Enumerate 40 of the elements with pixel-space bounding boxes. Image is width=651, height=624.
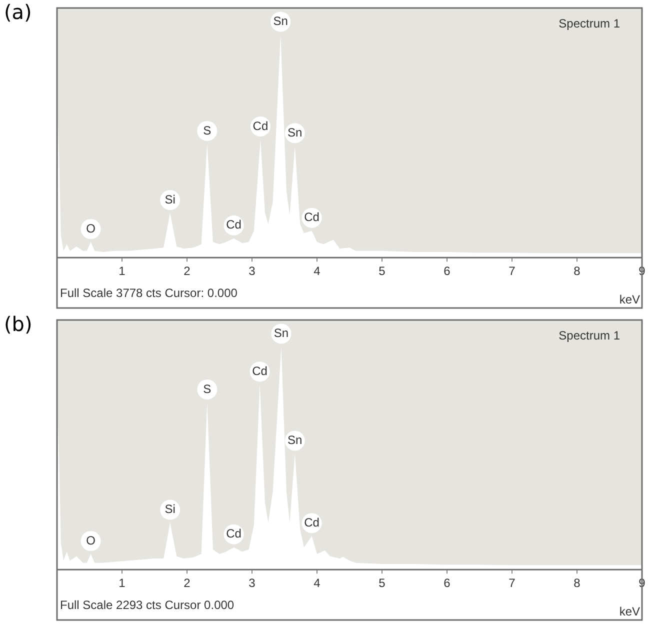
annotation: S [203, 123, 212, 138]
x-tick-label: 3 [248, 576, 256, 590]
x-tick-label: 5 [378, 576, 386, 590]
annotation: Sn [273, 14, 288, 28]
annotation: Cd [252, 118, 268, 133]
x-tick-label: 4 [314, 576, 321, 590]
x-tick-label: 7 [508, 264, 516, 278]
annotation: O [86, 533, 96, 548]
x-tick-label: 3 [248, 264, 256, 278]
annotation: O [86, 221, 96, 236]
annotation: Si [164, 502, 176, 516]
annotation: Cd [252, 364, 268, 378]
x-tick-label: 8 [574, 576, 581, 590]
x-tick-label: 1 [118, 576, 126, 590]
x-axis-title: keV [619, 604, 640, 618]
x-tick-label: 8 [574, 264, 581, 278]
x-tick-label: 5 [378, 264, 386, 278]
chart-title: (b) [4, 312, 32, 336]
annotation: Sn [288, 125, 302, 140]
text: Full Scale 2293 cts Cursor 0.000 [60, 598, 234, 612]
text: Spectrum 1 [558, 328, 620, 342]
x-tick-label: 2 [184, 576, 191, 590]
annotation: Si [164, 192, 176, 206]
annotation: Sn [274, 326, 289, 340]
annotation: Cd [304, 210, 320, 224]
x-tick-label: 4 [314, 264, 321, 278]
annotation: Sn [288, 433, 302, 448]
annotation: Cd [304, 515, 320, 530]
x-axis-title: keV [619, 292, 640, 306]
text: Full Scale 3778 cts Cursor: 0.000 [60, 286, 238, 300]
annotation: S [203, 382, 212, 396]
x-tick-label: 6 [444, 576, 451, 590]
text: Spectrum 1 [558, 16, 620, 30]
x-tick-label: 7 [508, 576, 516, 590]
chart-title: (a) [4, 0, 32, 24]
annotation: Cd [226, 218, 242, 232]
x-tick-label: 6 [444, 264, 451, 278]
x-tick-label: 2 [184, 264, 191, 278]
x-tick-label: 1 [118, 264, 126, 278]
annotation: Cd [226, 526, 242, 541]
